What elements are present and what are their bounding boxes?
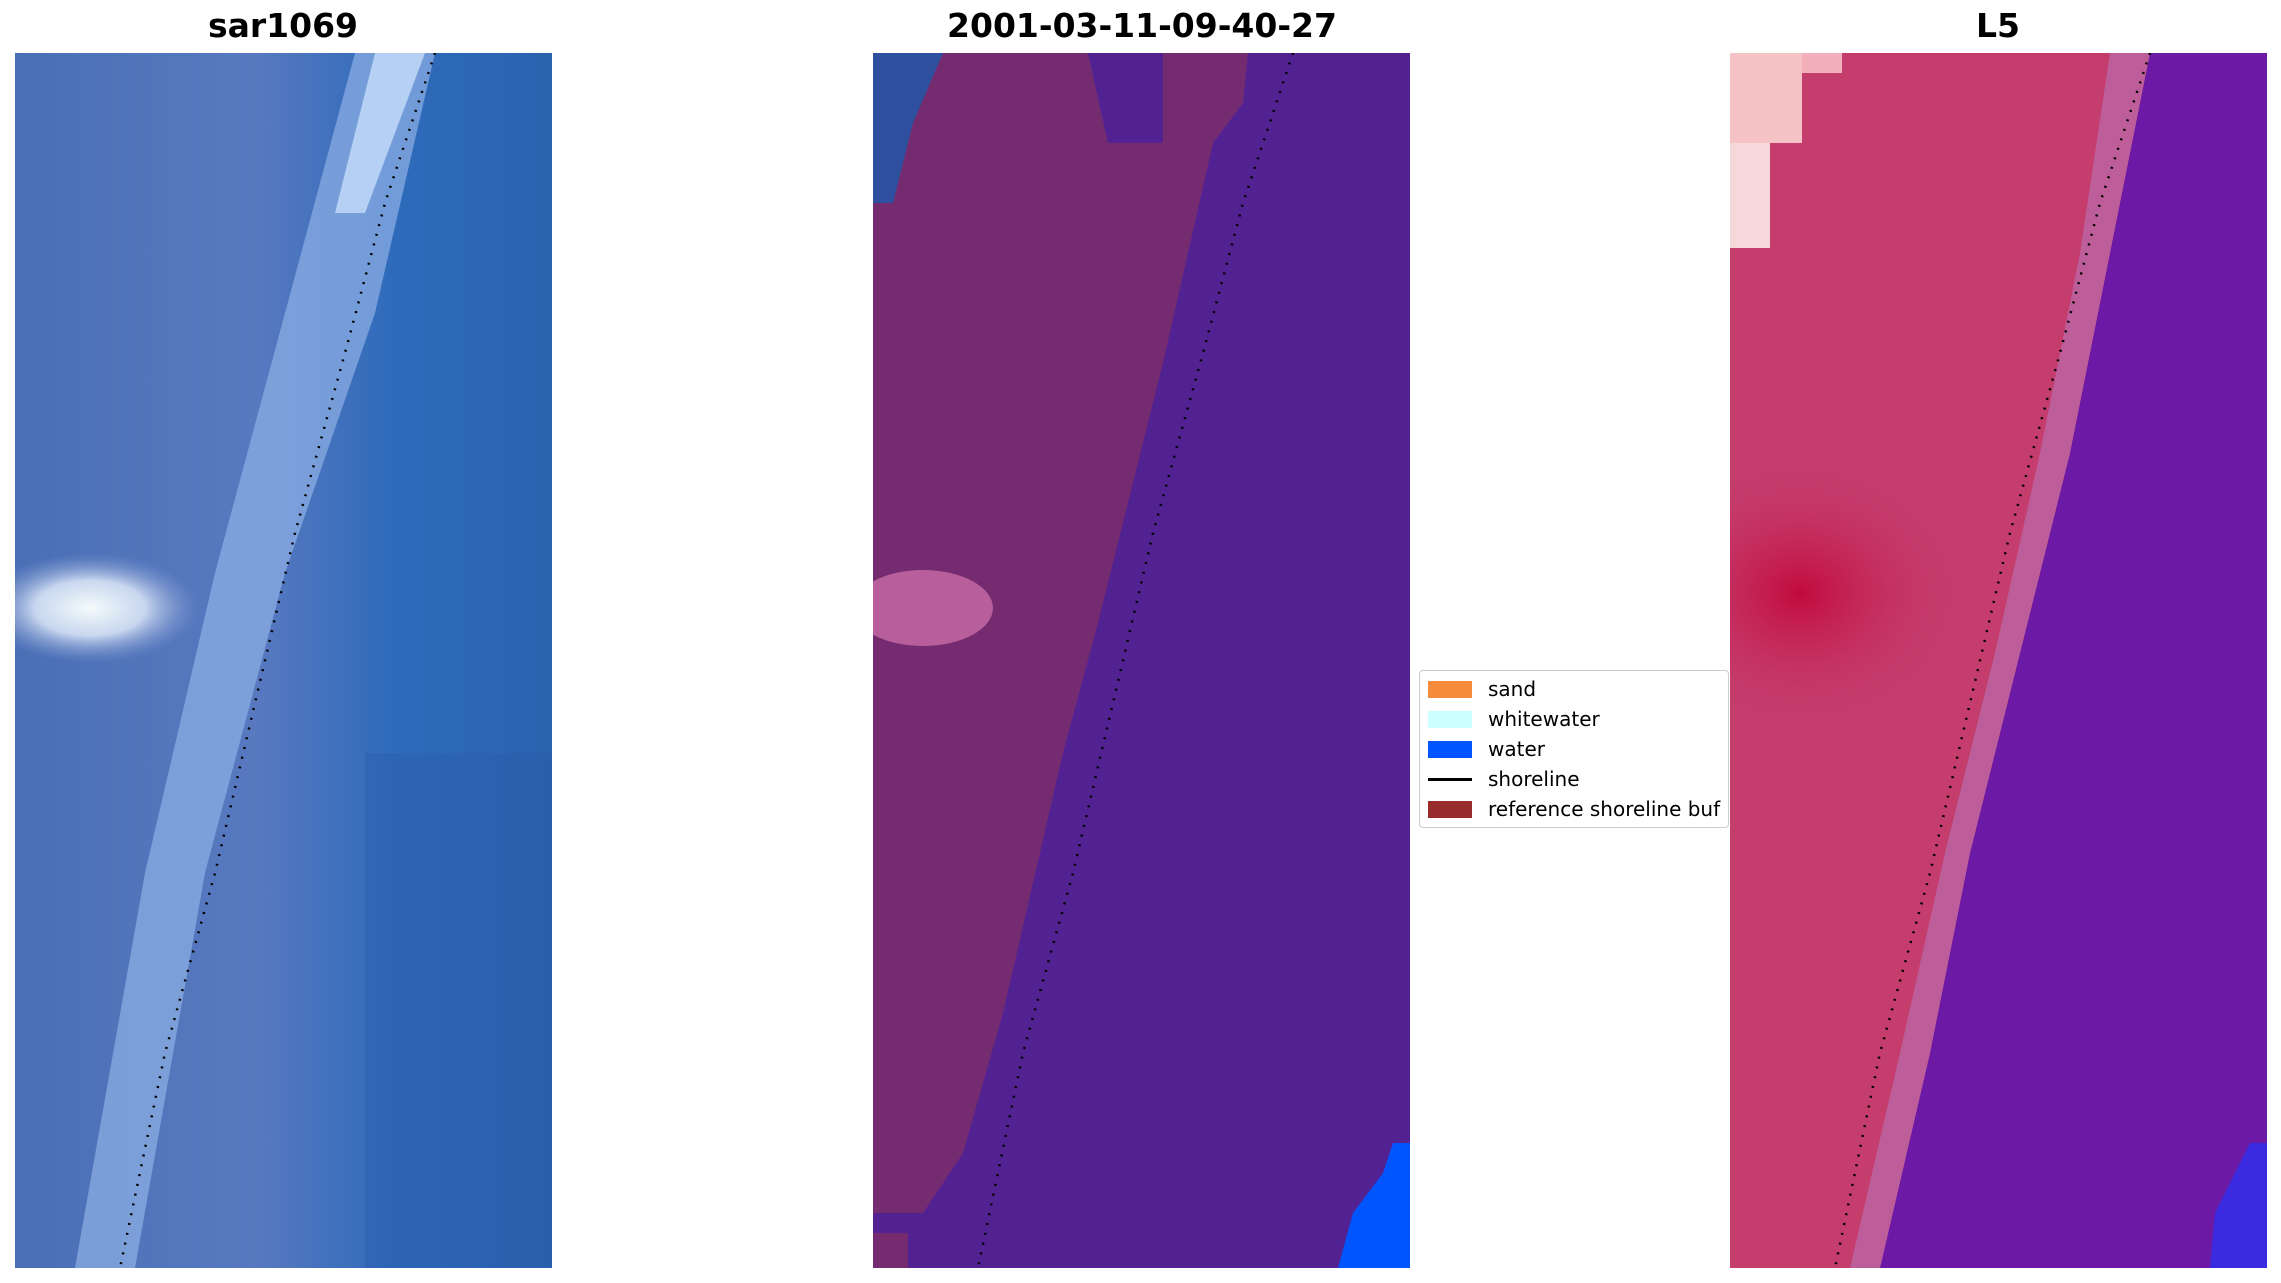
rgb-image bbox=[15, 53, 552, 1268]
legend: sand whitewater water shoreline referenc… bbox=[1419, 670, 1729, 828]
classified-shoreline bbox=[873, 52, 1410, 1269]
legend-swatch-sand bbox=[1428, 680, 1472, 698]
legend-item-whitewater: whitewater bbox=[1428, 707, 1600, 731]
legend-swatch-water bbox=[1428, 740, 1472, 758]
legend-item-sand: sand bbox=[1428, 677, 1536, 701]
panel-title-l5: L5 bbox=[1976, 6, 2020, 45]
l5-image bbox=[1730, 53, 2267, 1268]
legend-swatch-whitewater bbox=[1428, 710, 1472, 728]
rgb-shoreline bbox=[15, 52, 552, 1269]
legend-label: sand bbox=[1488, 677, 1537, 701]
legend-item-reference-buffer: reference shoreline buf bbox=[1428, 797, 1720, 821]
legend-item-water: water bbox=[1428, 737, 1545, 761]
legend-swatch-shoreline bbox=[1428, 777, 1472, 781]
l5-shoreline bbox=[1730, 52, 2267, 1269]
legend-item-shoreline: shoreline bbox=[1428, 767, 1580, 791]
legend-swatch-reference-buffer bbox=[1428, 800, 1472, 818]
classified-image bbox=[873, 53, 1410, 1268]
panel-title-rgb: sar1069 bbox=[207, 6, 359, 45]
legend-label: whitewater bbox=[1488, 707, 1600, 731]
panel-title-classified: 2001-03-11-09-40-27 bbox=[947, 6, 1337, 45]
legend-label: shoreline bbox=[1488, 767, 1580, 791]
legend-label: water bbox=[1488, 737, 1545, 761]
legend-label: reference shoreline buf bbox=[1488, 797, 1721, 821]
